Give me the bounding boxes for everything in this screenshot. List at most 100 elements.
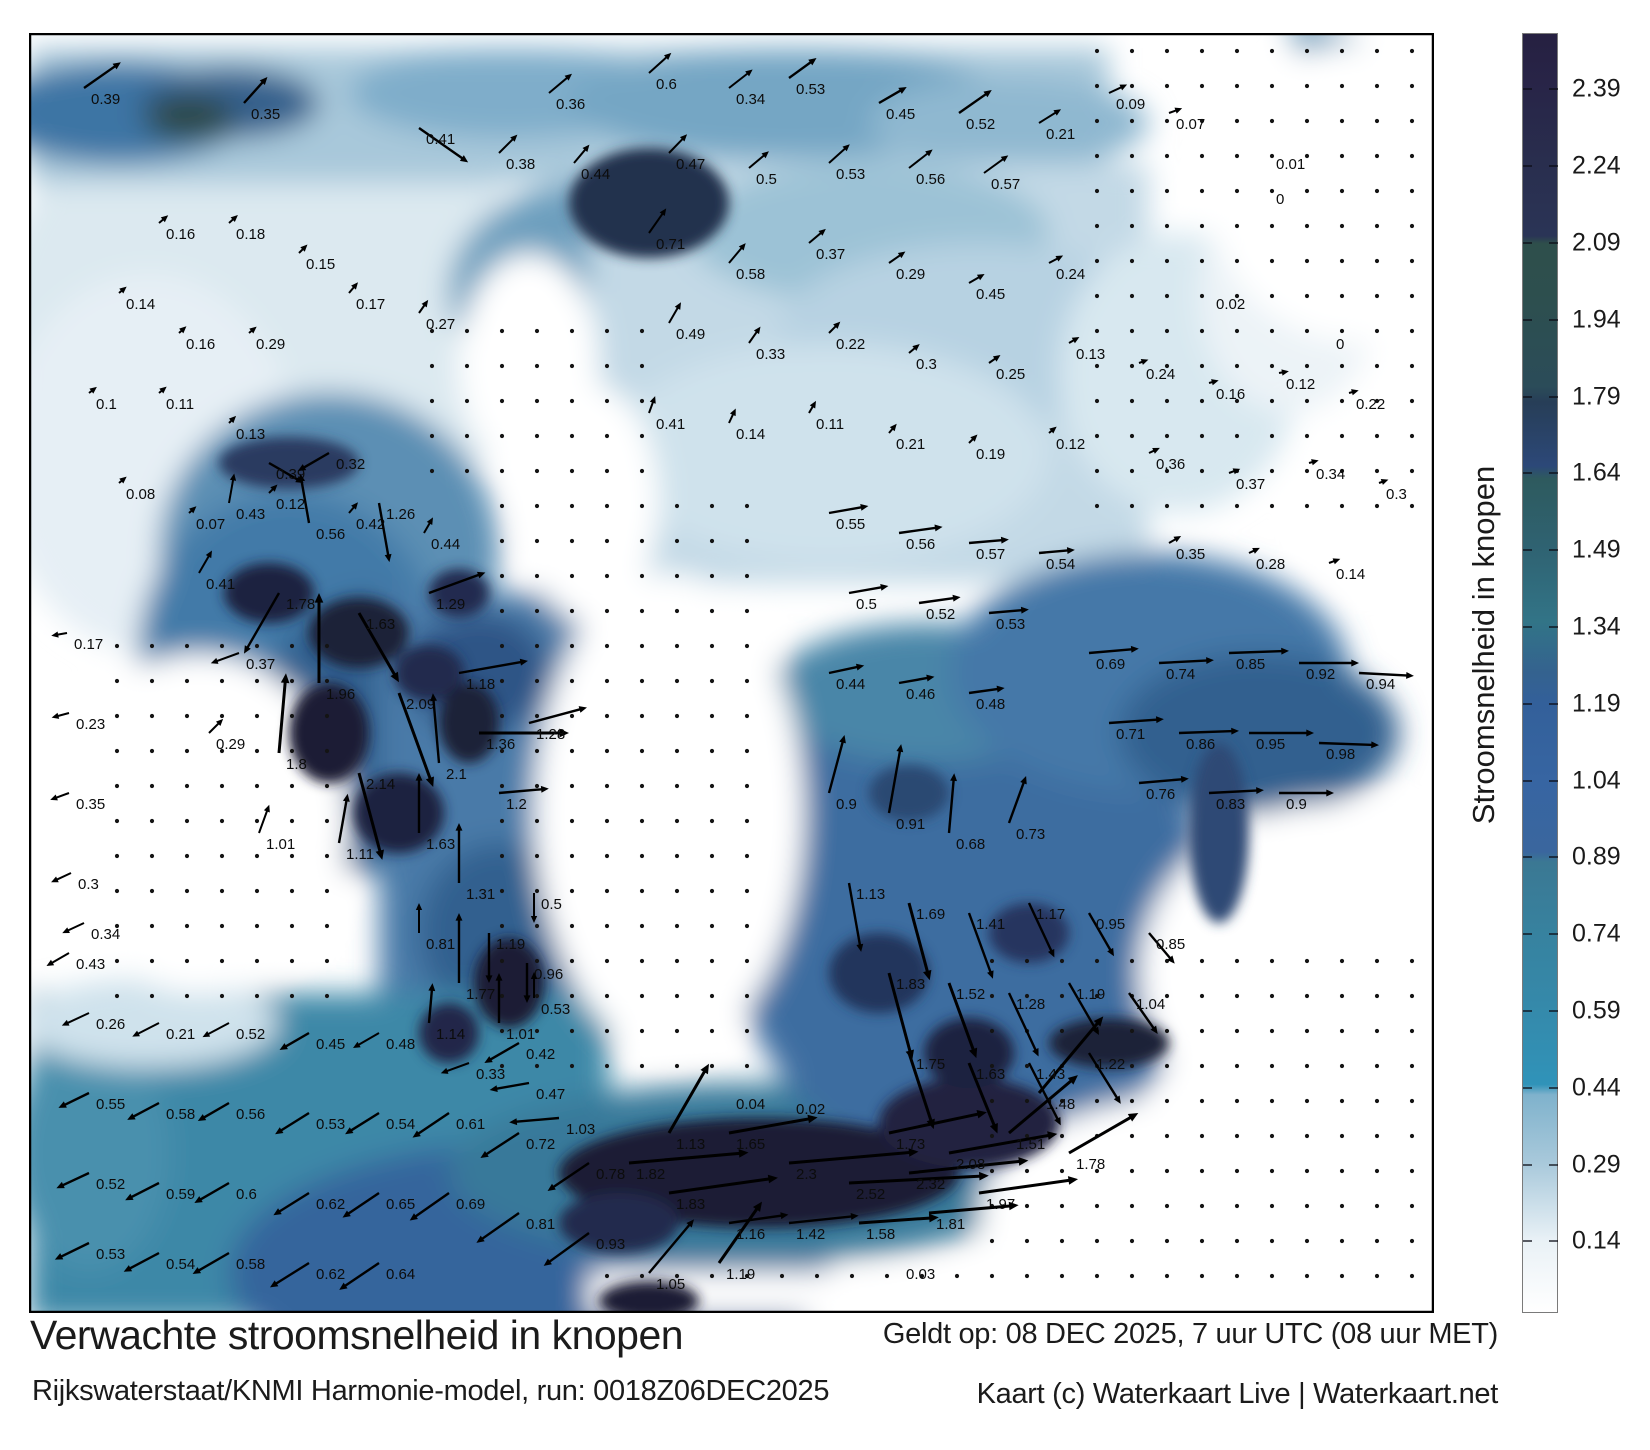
- grid-dot: [1269, 503, 1275, 509]
- grid-dot: [184, 783, 190, 789]
- current-arrow: [1108, 718, 1159, 725]
- grid-dot: [1269, 993, 1275, 999]
- grid-dot: [639, 363, 645, 369]
- current-arrow-head: [530, 972, 538, 979]
- current-arrow-head: [230, 214, 238, 222]
- grid-dot: [1094, 503, 1100, 509]
- current-speed-label: 0.57: [976, 546, 1005, 563]
- current-arrow-head: [649, 396, 656, 404]
- current-arrow: [136, 1022, 160, 1036]
- current-speed-label: 0.61: [456, 1116, 485, 1133]
- current-speed-label: 1.73: [896, 1136, 925, 1153]
- colorbar-tick-label: 2.39: [1572, 74, 1621, 103]
- grid-dot: [1409, 118, 1415, 124]
- grid-dot: [744, 923, 750, 929]
- grid-dot: [1164, 1273, 1170, 1279]
- current-arrow-head: [970, 434, 978, 442]
- grid-dot: [639, 573, 645, 579]
- grid-dot: [1164, 1133, 1170, 1139]
- current-speed-label: 1.58: [866, 1226, 895, 1243]
- current-arrow-head: [159, 386, 167, 394]
- grid-dot: [184, 678, 190, 684]
- current-arrow: [208, 721, 221, 734]
- current-arrow-head: [780, 1212, 789, 1220]
- current-arrow-head: [1306, 729, 1314, 737]
- grid-dot: [254, 853, 260, 859]
- current-speed-label: 0.04: [736, 1096, 765, 1113]
- current-arrow: [198, 1181, 230, 1202]
- current-arrow-head: [119, 286, 127, 294]
- current-speed-label: 0.93: [596, 1236, 625, 1253]
- grid-dot: [569, 923, 575, 929]
- grid-dot: [1234, 1133, 1240, 1139]
- grid-dot: [569, 783, 575, 789]
- grid-dot: [1339, 958, 1345, 964]
- current-arrow: [848, 1174, 982, 1185]
- grid-dot: [1094, 48, 1100, 54]
- current-arrow: [828, 146, 847, 164]
- current-arrow: [828, 665, 859, 675]
- current-arrow-head: [880, 583, 889, 591]
- current-arrow: [63, 1091, 90, 1107]
- grid-dot: [604, 468, 610, 474]
- grid-dot: [639, 958, 645, 964]
- grid-dot: [1304, 1273, 1310, 1279]
- grid-dot: [1094, 1168, 1100, 1174]
- current-arrow-head: [976, 274, 985, 281]
- grid-dot: [499, 608, 505, 614]
- current-arrow: [967, 1062, 997, 1127]
- grid-dot: [114, 783, 120, 789]
- current-arrow: [717, 1206, 759, 1264]
- current-speed-label: 0.58: [166, 1106, 195, 1123]
- grid-dot: [1199, 1273, 1205, 1279]
- grid-dot: [1094, 1098, 1100, 1104]
- current-arrow: [1008, 1078, 1074, 1135]
- current-speed-label: 0.91: [896, 816, 925, 833]
- grid-dot: [1269, 153, 1275, 159]
- grid-dot: [534, 573, 540, 579]
- grid-dot: [1094, 153, 1100, 159]
- grid-dot: [254, 923, 260, 929]
- colorbar-title: Stroomsnelheid in knopen: [1466, 465, 1501, 825]
- current-speed-label: 1.75: [916, 1056, 945, 1073]
- current-speed-label: 0.01: [1276, 156, 1305, 173]
- credit-label: Kaart (c) Waterkaart Live | Waterkaart.n…: [976, 1378, 1499, 1410]
- current-speed-label: 0.21: [1046, 126, 1075, 143]
- grid-dot: [1164, 328, 1170, 334]
- grid-dot: [499, 748, 505, 754]
- grid-dot: [639, 1028, 645, 1034]
- current-arrow-head: [659, 208, 667, 216]
- grid-dot: [569, 573, 575, 579]
- current-arrow: [848, 585, 884, 595]
- grid-dot: [499, 468, 505, 474]
- grid-dot: [184, 993, 190, 999]
- current-arrow-head: [1211, 379, 1219, 386]
- current-arrow: [788, 1215, 854, 1225]
- current-arrow-head: [1047, 1131, 1058, 1140]
- current-arrow-head: [455, 823, 463, 831]
- current-arrow-head: [210, 657, 219, 664]
- grid-dot: [1129, 153, 1135, 159]
- current-arrow-head: [1231, 727, 1239, 735]
- grid-dot: [1304, 293, 1310, 299]
- grid-dot: [1199, 48, 1205, 54]
- grid-dot: [1304, 153, 1310, 159]
- grid-dot: [464, 468, 470, 474]
- current-speed-label: 0.41: [426, 131, 455, 148]
- current-speed-label: 0.9: [1286, 796, 1307, 813]
- current-arrow-head: [898, 87, 907, 94]
- colorbar-tick: [1549, 1163, 1558, 1166]
- current-arrow-head: [686, 1219, 694, 1228]
- grid-dot: [1024, 1063, 1030, 1069]
- grid-dot: [289, 748, 295, 754]
- current-speed-label: 1.83: [676, 1196, 705, 1213]
- grid-dot: [254, 888, 260, 894]
- current-speed-label: 0.95: [1256, 736, 1285, 753]
- grid-dot: [1409, 48, 1415, 54]
- grid-dot: [1339, 153, 1345, 159]
- current-arrow-head: [298, 473, 306, 482]
- grid-dot: [324, 958, 330, 964]
- current-arrow-head: [476, 571, 486, 579]
- current-speed-label: 0.3: [1386, 486, 1407, 503]
- grid-dot: [1339, 433, 1345, 439]
